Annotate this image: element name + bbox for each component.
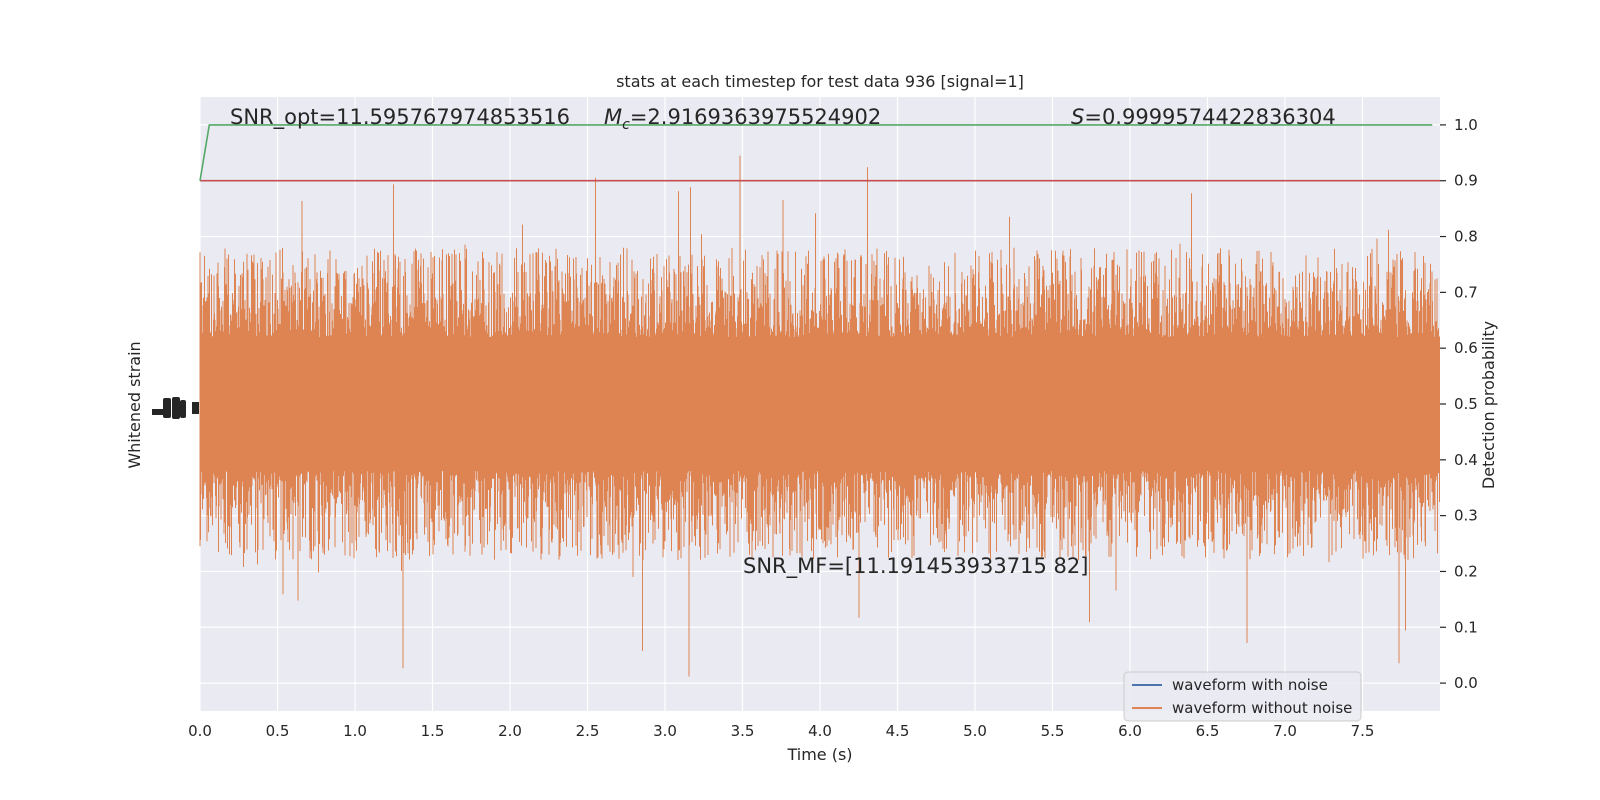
legend-label-with-noise: waveform with noise [1172, 676, 1328, 694]
y-right-tick-label: 0.1 [1454, 618, 1478, 636]
s-value: =0.9999574422836304 [1084, 105, 1335, 129]
y-right-tick-label: 0.5 [1454, 395, 1478, 413]
noise-spikes [199, 155, 1440, 677]
y-right-tick-label: 0.3 [1454, 507, 1478, 525]
x-axis-label: Time (s) [786, 745, 852, 764]
legend-box [1123, 671, 1362, 722]
detection-probability-line [199, 124, 1433, 181]
x-tick-label: 0.0 [188, 722, 212, 740]
x-tick-label: 6.5 [1196, 722, 1220, 740]
x-tick-label: 3.5 [731, 722, 755, 740]
x-tick-label: 5.5 [1041, 722, 1065, 740]
x-tick-label: 5.0 [963, 722, 987, 740]
x-tick-label: 7.5 [1351, 722, 1375, 740]
y-right-tick-label: 0.0 [1454, 674, 1478, 692]
annotation-chirp-mass: Mc=2.9169363975524902 [604, 105, 881, 133]
annotation-s: S=0.9999574422836304 [1071, 105, 1336, 129]
x-tick-label: 1.0 [343, 722, 367, 740]
x-tick-label: 1.5 [421, 722, 445, 740]
y-right-ticks: 0.0 0.1 0.2 0.3 0.4 0.5 0.6 0.7 0.8 0.9 1.0 [1440, 116, 1478, 692]
y-right-tick-label: 0.4 [1454, 451, 1478, 469]
x-tick-label: 2.0 [498, 722, 522, 740]
y-right-tick-label: 0.7 [1454, 283, 1478, 301]
mc-value: =2.9169363975524902 [630, 105, 881, 129]
y-right-tick-label: 0.6 [1454, 339, 1478, 357]
chart-title: stats at each timestep for test data 936… [616, 72, 1024, 91]
mc-subscript: c [622, 117, 630, 133]
left-axis-tick-cluster [152, 397, 199, 419]
y-right-tick-label: 0.2 [1454, 562, 1478, 580]
legend-label-without-noise: waveform without noise [1172, 699, 1352, 717]
x-tick-label: 2.5 [576, 722, 600, 740]
s-symbol: S [1071, 105, 1084, 129]
x-tick-label: 6.0 [1118, 722, 1142, 740]
y-left-axis-label: Whitened strain [125, 341, 144, 468]
x-ticks: 0.0 0.5 1.0 1.5 2.0 2.5 3.0 3.5 4.0 4.5 5.0 5.5 6.0 6… [188, 722, 1374, 740]
annotation-snr-opt: SNR_opt=11.595767974853516 [230, 105, 570, 130]
y-right-axis-label: Detection probability [1479, 321, 1498, 489]
x-tick-label: 7.0 [1273, 722, 1297, 740]
y-right-tick-label: 0.9 [1454, 172, 1478, 190]
y-right-tick-label: 0.8 [1454, 228, 1478, 246]
x-tick-label: 3.0 [653, 722, 677, 740]
mc-symbol: M [604, 105, 622, 129]
x-tick-label: 0.5 [266, 722, 290, 740]
annotation-snr-mf: SNR_MF=[11.191453933715 82] [743, 554, 1088, 579]
x-tick-label: 4.5 [886, 722, 910, 740]
x-tick-label: 4.0 [808, 722, 832, 740]
legend: waveform with noise waveform without noi… [1123, 671, 1362, 722]
series-waveform-without-noise [199, 155, 1440, 677]
y-right-tick-label: 1.0 [1454, 116, 1478, 134]
